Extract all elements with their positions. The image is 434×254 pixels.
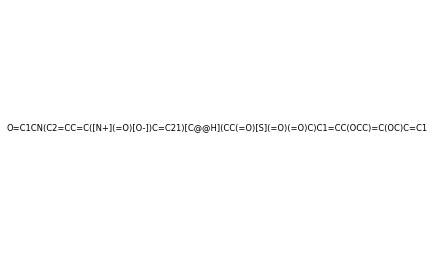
Text: O=C1CN(C2=CC=C([N+](=O)[O-])C=C21)[C@@H](CC(=O)[S](=O)(=O)C)C1=CC(OCC)=C(OC)C=C1: O=C1CN(C2=CC=C([N+](=O)[O-])C=C21)[C@@H]…	[7, 122, 427, 132]
